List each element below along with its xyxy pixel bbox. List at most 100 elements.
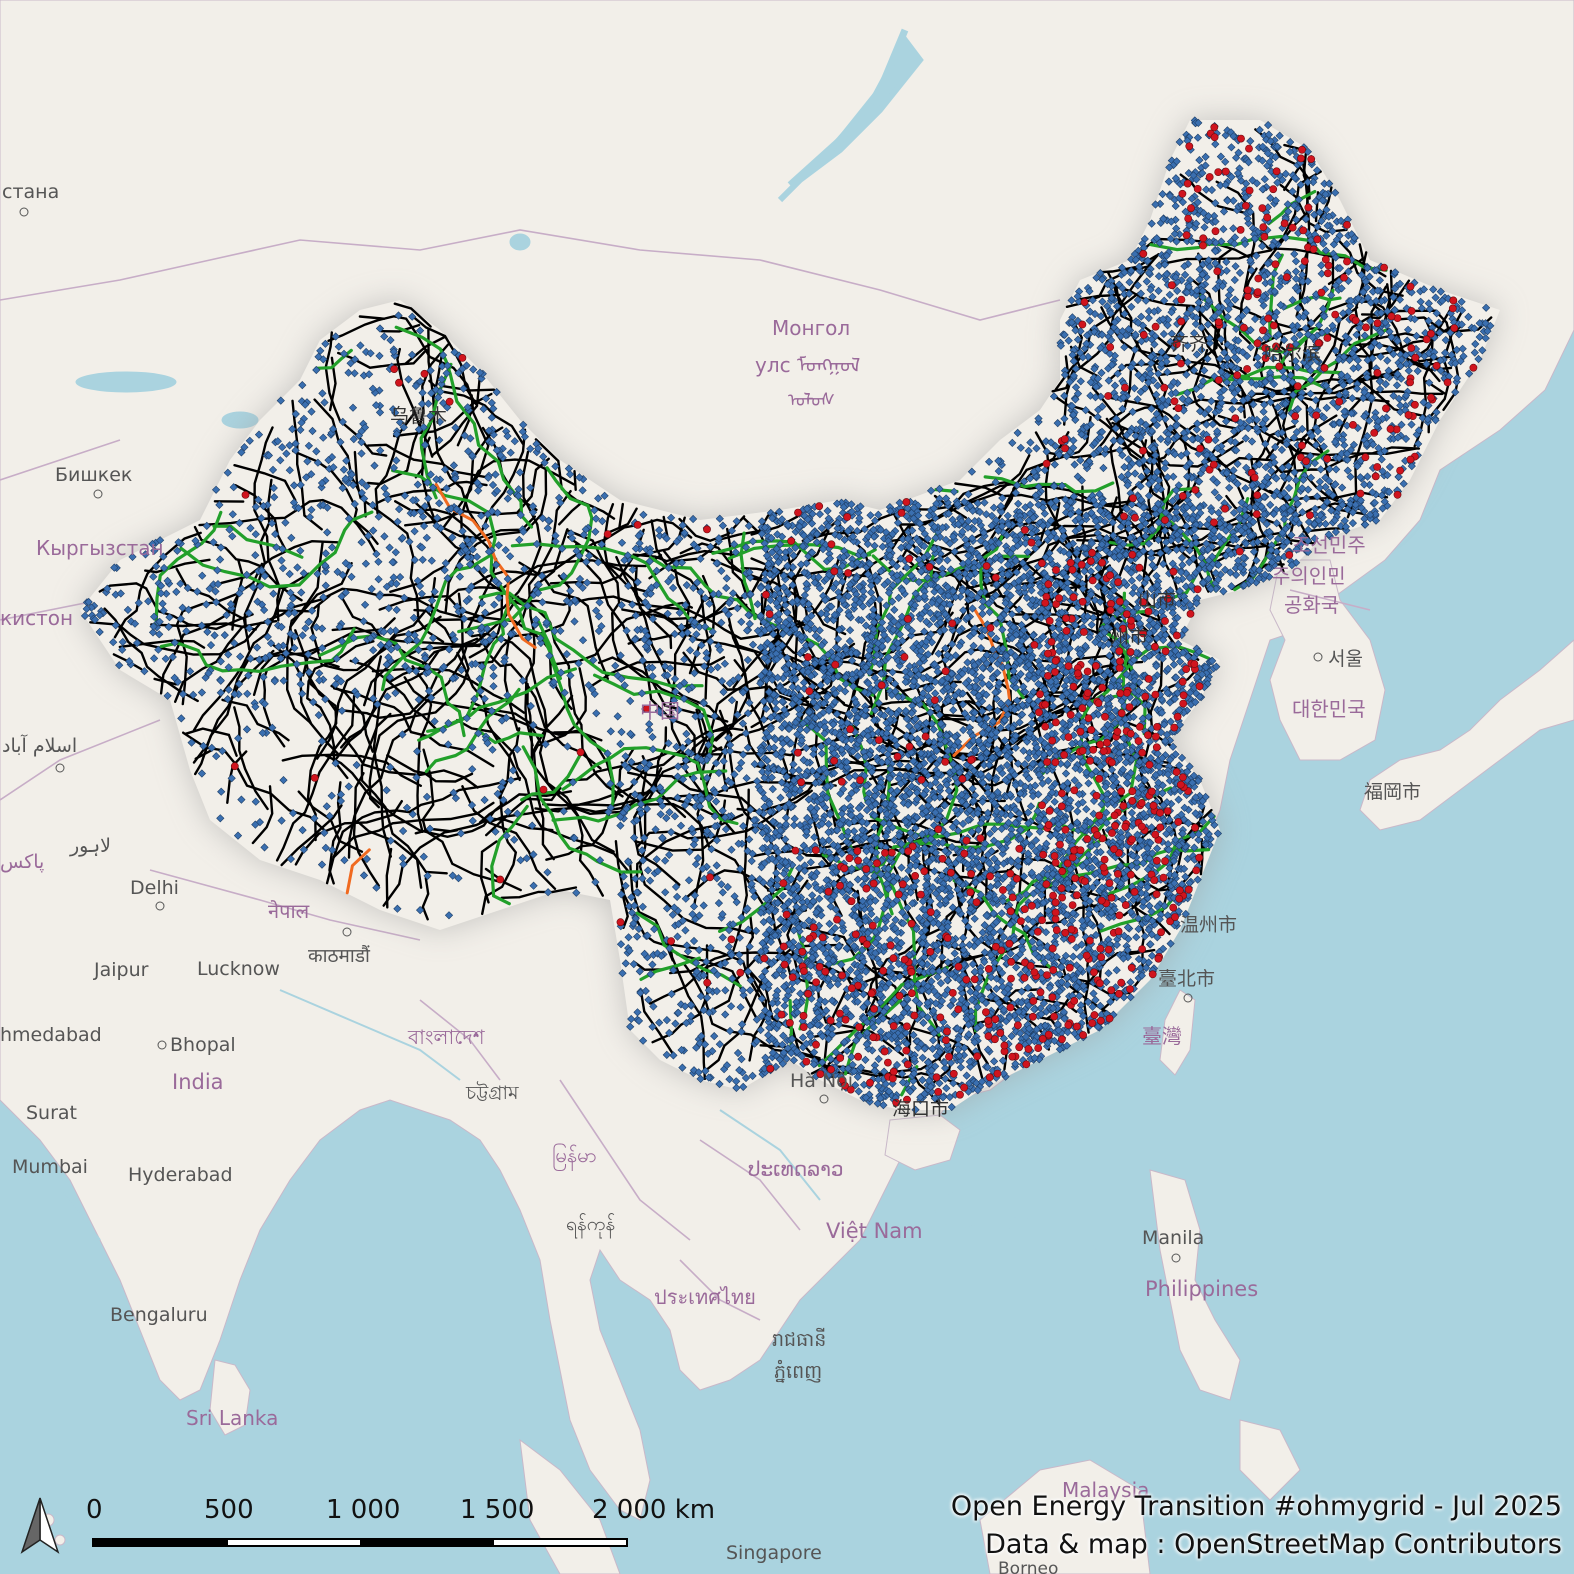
transmission-line <box>281 753 422 787</box>
transmission-line <box>485 786 562 837</box>
green-line <box>490 804 529 906</box>
transmission-line <box>635 813 744 888</box>
transmission-line <box>1065 267 1135 308</box>
transmission-line <box>1109 427 1200 661</box>
transmission-line <box>193 650 340 776</box>
substation-marker <box>414 695 423 704</box>
transmission-line <box>233 706 269 811</box>
transmission-line <box>221 698 290 742</box>
green-line <box>739 531 757 621</box>
transmission-line <box>726 527 748 596</box>
transmission-line <box>470 632 615 853</box>
transmission-line <box>558 500 584 526</box>
transmission-line <box>382 829 459 907</box>
transmission-line <box>413 450 543 622</box>
transmission-line <box>1109 340 1140 421</box>
transmission-line <box>567 535 673 650</box>
transmission-line <box>1265 437 1345 462</box>
substation-marker <box>222 610 231 620</box>
transmission-line <box>330 684 374 753</box>
substation-marker <box>236 652 245 661</box>
transmission-line <box>500 886 578 899</box>
transmission-line <box>341 597 481 648</box>
substation-marker <box>314 710 323 720</box>
transmission-line <box>994 574 1101 649</box>
green-line <box>817 966 949 1068</box>
substation-marker <box>924 801 933 810</box>
transmission-line <box>404 457 550 527</box>
orange-line <box>434 482 537 649</box>
transmission-line <box>98 582 254 631</box>
transmission-line <box>682 609 749 770</box>
lake-baikal <box>787 28 909 188</box>
transmission-line <box>471 458 576 486</box>
transmission-line <box>563 751 722 782</box>
transmission-line <box>226 750 248 804</box>
transmission-line <box>567 529 729 723</box>
transmission-line <box>89 620 278 656</box>
transmission-line <box>421 876 430 921</box>
transmission-line <box>503 528 569 732</box>
transmission-line <box>746 913 768 1062</box>
transmission-line <box>275 694 356 862</box>
transmission-line <box>524 490 572 747</box>
transmission-line <box>1337 239 1404 297</box>
substation-marker <box>696 813 705 823</box>
transmission-line <box>498 727 521 800</box>
major-rivers <box>0 989 821 1241</box>
transmission-line <box>479 840 498 904</box>
transmission-line <box>334 725 479 789</box>
green-line <box>381 552 494 692</box>
green-line <box>424 687 521 774</box>
green-line <box>394 325 534 529</box>
green-line <box>978 534 1025 700</box>
transmission-line <box>376 480 488 504</box>
transmission-line <box>618 502 624 530</box>
transmission-line <box>549 621 624 798</box>
transmission-line <box>479 790 573 824</box>
transmission-line <box>360 712 448 875</box>
substation-marker <box>1175 761 1184 770</box>
transmission-line <box>291 399 323 531</box>
green-line <box>561 746 739 826</box>
transmission-line <box>393 302 432 328</box>
green-line <box>478 591 704 688</box>
transmission-line <box>327 315 474 447</box>
transmission-line <box>490 791 654 823</box>
transmission-line <box>603 507 638 536</box>
transmission-line <box>430 374 482 457</box>
transmission-line <box>506 595 787 640</box>
transmission-line <box>1111 421 1244 468</box>
substation-marker <box>263 632 272 642</box>
transmission-line <box>529 667 587 761</box>
transmission-line <box>678 515 746 542</box>
transmission-line <box>1045 950 1144 1020</box>
transmission-line <box>748 969 800 1052</box>
transmission-line <box>575 543 696 755</box>
green-line <box>457 466 594 634</box>
transmission-line <box>192 572 310 732</box>
transmission-line <box>1191 306 1359 431</box>
green-line <box>1267 189 1317 226</box>
transmission-line <box>301 617 396 677</box>
substations <box>80 116 1495 1114</box>
substation-marker <box>362 854 372 864</box>
transmission-line <box>389 428 527 593</box>
transmission-line <box>853 700 1070 732</box>
transmission-line <box>251 785 274 845</box>
transmission-line <box>461 785 557 890</box>
transmission-line <box>1238 267 1258 345</box>
green-line <box>154 510 223 626</box>
transmission-line <box>233 464 297 502</box>
transmission-line <box>337 348 428 369</box>
transmission-line <box>280 804 343 867</box>
transmission-line <box>334 650 440 761</box>
transmission-line <box>352 772 380 887</box>
green-line <box>318 634 466 738</box>
country-borders <box>0 229 1371 1321</box>
transmission-line <box>324 331 388 457</box>
substation-marker <box>1175 230 1184 239</box>
transmission-line <box>526 682 604 897</box>
transmission-line <box>614 840 758 1021</box>
